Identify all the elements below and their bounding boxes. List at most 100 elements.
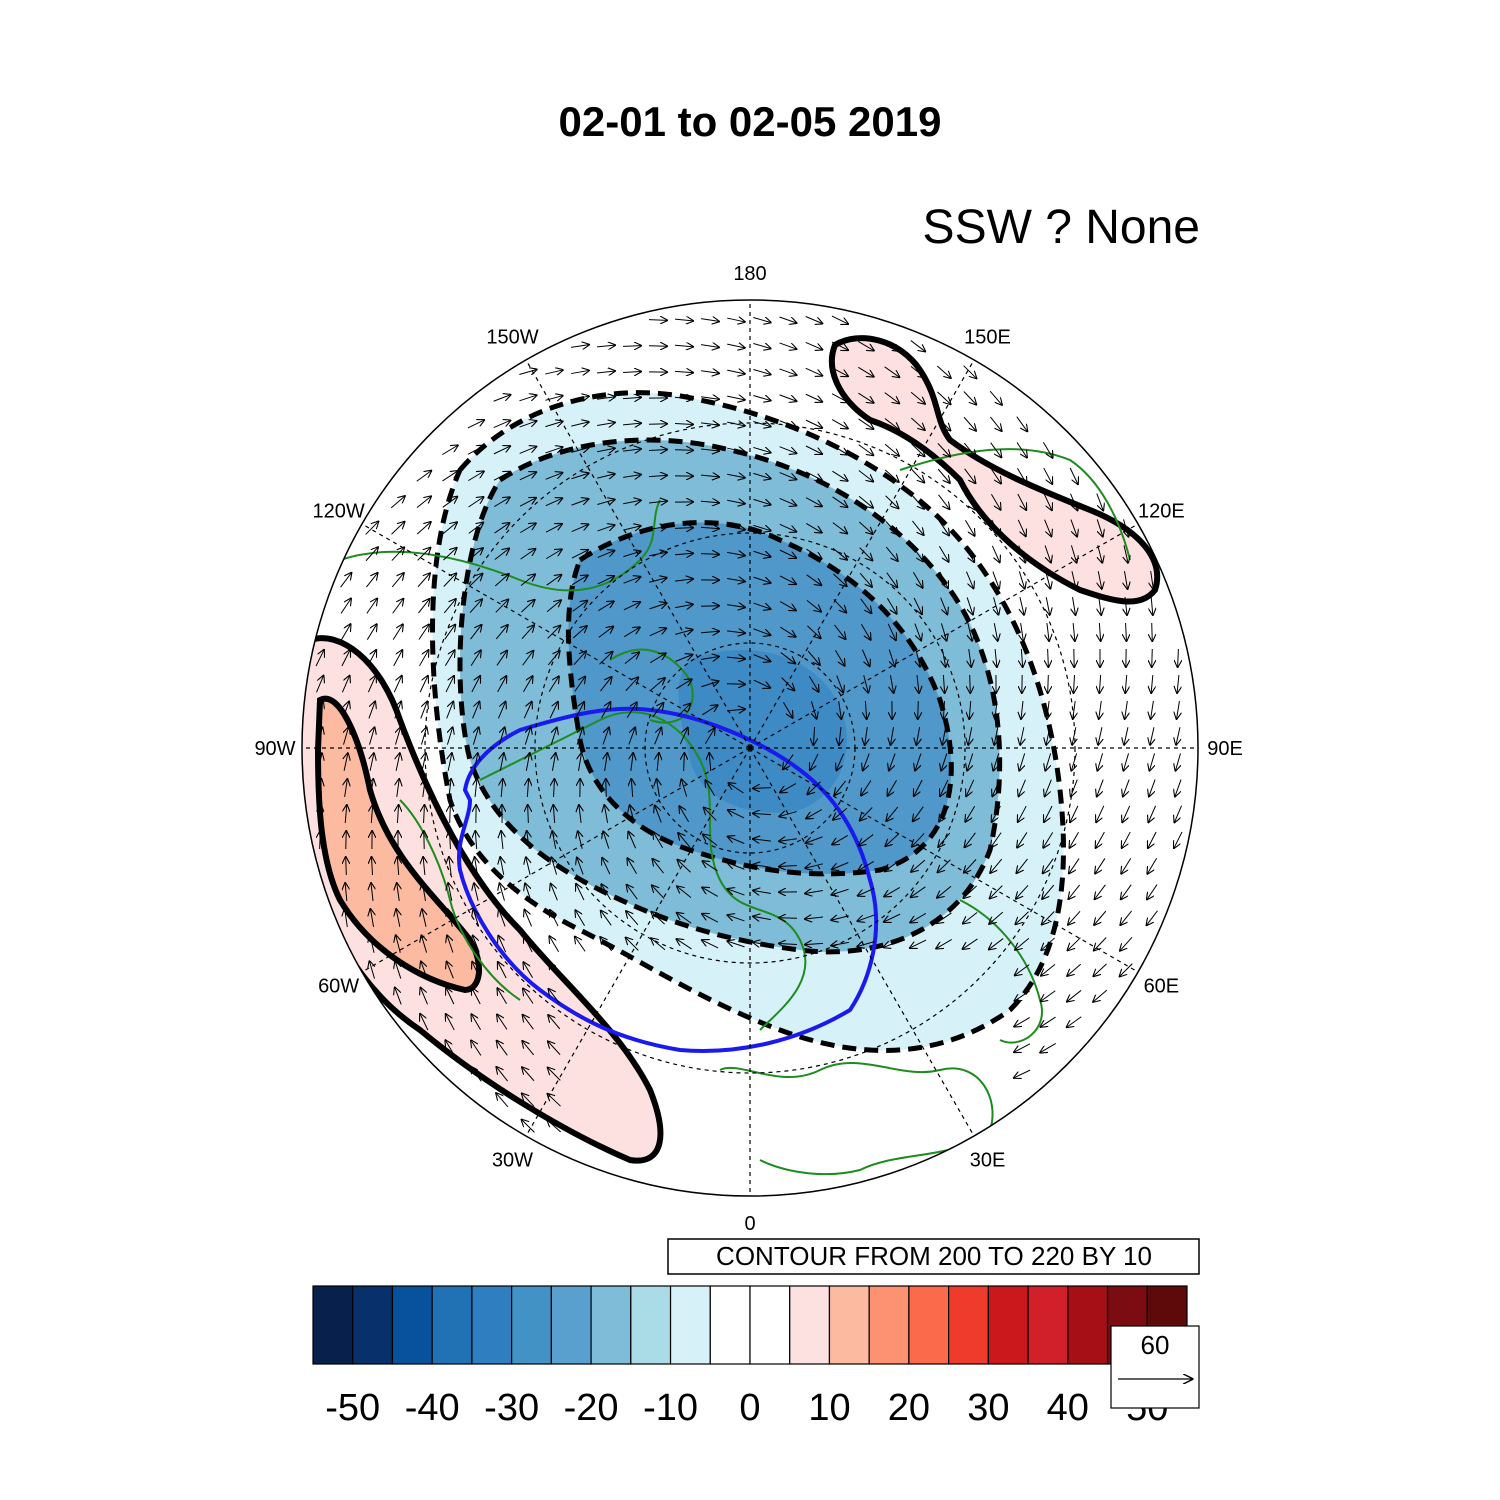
wind-vector bbox=[858, 861, 875, 870]
wind-vector bbox=[372, 857, 373, 876]
wind-vector bbox=[1043, 493, 1052, 510]
colorbar-label: -30 bbox=[484, 1387, 539, 1429]
wind-vector bbox=[367, 650, 376, 667]
wind-vector bbox=[652, 703, 664, 718]
wind-vector bbox=[782, 702, 792, 717]
wind-vector bbox=[991, 545, 999, 562]
wind-vector bbox=[884, 340, 900, 351]
wind-vector bbox=[468, 497, 484, 508]
wind-vector bbox=[574, 677, 585, 692]
contour-line bbox=[457, 437, 1003, 955]
wind-vector bbox=[833, 573, 846, 586]
wind-vector bbox=[450, 831, 451, 850]
wind-vector bbox=[572, 601, 588, 612]
wind-vector bbox=[548, 1068, 561, 1081]
wind-vector bbox=[753, 942, 771, 945]
wind-vector bbox=[442, 522, 457, 535]
latitude-circle bbox=[534, 532, 966, 964]
wind-vector bbox=[1072, 727, 1076, 745]
colorbar-swatch bbox=[789, 1285, 831, 1365]
wind-vector bbox=[391, 547, 404, 561]
wind-vector bbox=[623, 475, 641, 478]
wind-vector bbox=[1096, 831, 1105, 848]
wind-vector bbox=[493, 420, 511, 428]
wind-vector bbox=[779, 498, 797, 505]
wind-vector bbox=[937, 443, 950, 456]
wind-vector bbox=[467, 420, 484, 429]
wind-vector bbox=[523, 702, 531, 719]
wind-vector bbox=[1040, 1016, 1056, 1027]
wind-vector bbox=[938, 546, 948, 561]
wind-vector bbox=[701, 345, 719, 348]
meridian-line bbox=[361, 523, 751, 749]
wind-vector bbox=[423, 779, 425, 797]
wind-vector bbox=[370, 753, 374, 771]
wind-vector bbox=[1021, 623, 1024, 641]
wind-vector bbox=[912, 572, 922, 587]
wind-vector bbox=[938, 520, 949, 536]
wind-vector bbox=[937, 912, 952, 923]
wind-vector bbox=[1067, 1016, 1082, 1027]
colorbar-label: 20 bbox=[888, 1387, 930, 1429]
wind-vector bbox=[626, 911, 639, 926]
wind-vector bbox=[1149, 753, 1154, 770]
colorbar-swatch bbox=[669, 1285, 711, 1365]
wind-vector bbox=[1151, 571, 1154, 589]
wind-vector bbox=[1098, 545, 1103, 562]
wind-vector bbox=[627, 858, 638, 874]
wind-vector bbox=[1069, 858, 1080, 874]
colorbar-swatch bbox=[828, 1285, 870, 1365]
wind-vector bbox=[674, 345, 693, 347]
wind-vector bbox=[496, 1093, 509, 1108]
wind-vector bbox=[498, 702, 505, 719]
wind-vector bbox=[943, 700, 944, 719]
wind-vector bbox=[965, 545, 974, 562]
wind-vector bbox=[1018, 545, 1026, 563]
wind-vector bbox=[941, 623, 946, 640]
wind-vector bbox=[421, 727, 426, 745]
wind-vector bbox=[1174, 805, 1182, 823]
wind-vector bbox=[623, 449, 641, 451]
wind-vector bbox=[701, 449, 719, 451]
wind-vector bbox=[498, 962, 507, 979]
wind-vector bbox=[700, 501, 719, 503]
wind-vector bbox=[545, 498, 562, 507]
wind-vector bbox=[1175, 753, 1180, 770]
wind-vector bbox=[779, 342, 797, 349]
wind-vector bbox=[526, 857, 530, 875]
wind-vector bbox=[703, 834, 718, 846]
wind-vector bbox=[938, 859, 951, 873]
wind-vector bbox=[367, 676, 375, 693]
wind-vector bbox=[779, 472, 797, 480]
wind-vector bbox=[701, 656, 719, 659]
wind-vector bbox=[1071, 779, 1078, 797]
wind-vector bbox=[449, 857, 451, 875]
longitude-label: 90W bbox=[254, 738, 295, 760]
wind-vector bbox=[601, 884, 612, 900]
wind-vector bbox=[910, 939, 927, 948]
wind-vector bbox=[648, 320, 667, 321]
wind-vector bbox=[806, 809, 823, 819]
wind-vector bbox=[679, 728, 688, 745]
wind-vector bbox=[655, 806, 662, 823]
wind-vector bbox=[805, 890, 823, 893]
wind-vector bbox=[1016, 416, 1027, 432]
wind-vector bbox=[1019, 779, 1026, 797]
wind-vector bbox=[678, 833, 691, 848]
wind-vector bbox=[963, 885, 977, 898]
wind-vector bbox=[1070, 493, 1078, 511]
wind-vector bbox=[704, 728, 714, 744]
wind-vector bbox=[446, 988, 455, 1005]
wind-vector bbox=[726, 657, 745, 659]
wind-vector bbox=[727, 344, 745, 348]
wind-vector bbox=[550, 727, 557, 745]
wind-vector bbox=[942, 727, 945, 745]
wind-vector bbox=[753, 602, 770, 609]
wind-vector bbox=[753, 654, 771, 662]
wind-vector bbox=[442, 445, 457, 456]
wind-vector bbox=[631, 779, 632, 798]
wind-vector bbox=[493, 472, 510, 481]
wind-vector bbox=[806, 599, 821, 611]
wind-vector bbox=[992, 571, 999, 589]
wind-vector bbox=[1074, 674, 1075, 693]
